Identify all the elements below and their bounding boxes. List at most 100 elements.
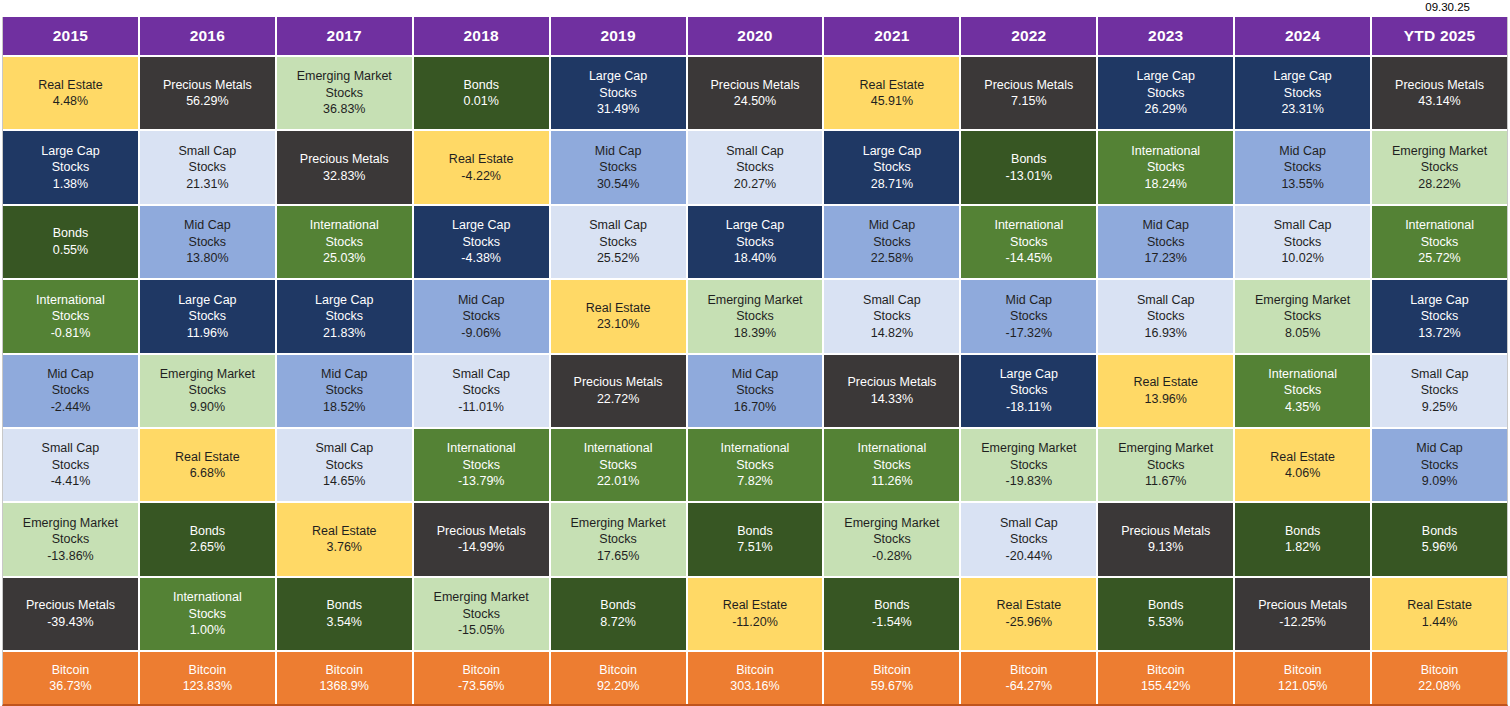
asset-return-value: -39.43%	[47, 614, 94, 631]
asset-return-value: -13.01%	[1006, 168, 1053, 185]
asset-return-value: 13.96%	[1145, 391, 1187, 408]
asset-label: Large Cap Stocks	[1000, 366, 1058, 399]
asset-return-value: -19.83%	[1006, 473, 1053, 490]
asset-cell: Mid Cap Stocks-2.44%	[3, 355, 138, 427]
asset-cell: Large Cap Stocks28.71%	[824, 131, 959, 203]
year-header: 2018	[414, 17, 549, 55]
asset-return-value: 303.16%	[730, 678, 779, 695]
asset-cell: Bonds5.96%	[1372, 503, 1507, 575]
asset-cell: Large Cap Stocks18.40%	[688, 206, 823, 278]
asset-cell: Bonds-1.54%	[824, 578, 959, 650]
asset-cell: Real Estate23.10%	[551, 280, 686, 352]
asset-cell: Bonds5.53%	[1098, 578, 1233, 650]
asset-return-value: 9.25%	[1422, 399, 1457, 416]
asset-return-value: 4.35%	[1285, 399, 1320, 416]
bitcoin-cell: Bitcoin303.16%	[688, 652, 823, 704]
year-header: 2017	[277, 17, 412, 55]
asset-return-value: 9.13%	[1148, 539, 1183, 556]
asset-label: Precious Metals	[300, 151, 389, 168]
asset-label: Mid Cap Stocks	[184, 217, 231, 250]
asset-return-value: -14.45%	[1006, 250, 1053, 267]
asset-label: International Stocks	[1268, 366, 1337, 399]
asset-cell: Real Estate1.44%	[1372, 578, 1507, 650]
asset-cell: Emerging Market Stocks18.39%	[688, 280, 823, 352]
asset-return-value: 9.09%	[1422, 473, 1457, 490]
asset-label: International Stocks	[173, 589, 242, 622]
asset-cell: Large Cap Stocks-4.38%	[414, 206, 549, 278]
asset-label: Emerging Market Stocks	[707, 292, 802, 325]
as-of-date: 09.30.25	[1425, 1, 1470, 13]
asset-cell: Small Cap Stocks9.25%	[1372, 355, 1507, 427]
asset-cell: Precious Metals32.83%	[277, 131, 412, 203]
asset-return-value: 16.93%	[1145, 325, 1187, 342]
asset-return-value: -4.22%	[461, 168, 501, 185]
asset-return-value: 45.91%	[871, 93, 913, 110]
asset-cell: Small Cap Stocks16.93%	[1098, 280, 1233, 352]
asset-label: Real Estate	[723, 597, 788, 614]
asset-label: Emerging Market Stocks	[844, 515, 939, 548]
asset-cell: Mid Cap Stocks13.80%	[140, 206, 275, 278]
asset-return-value: 3.54%	[327, 614, 362, 631]
asset-label: Bonds	[190, 523, 225, 540]
asset-label: Real Estate	[586, 300, 651, 317]
asset-return-value: -15.05%	[458, 622, 505, 639]
asset-return-value: 92.20%	[597, 678, 639, 695]
asset-label: Real Estate	[1270, 449, 1335, 466]
year-header: 2022	[961, 17, 1096, 55]
asset-cell: Mid Cap Stocks9.09%	[1372, 429, 1507, 501]
asset-return-value: -0.81%	[51, 325, 91, 342]
asset-return-value: 11.96%	[187, 325, 228, 342]
asset-return-value: 1.44%	[1422, 614, 1457, 631]
asset-cell: Small Cap Stocks-20.44%	[961, 503, 1096, 575]
asset-label: Bonds	[327, 597, 362, 614]
asset-cell: Precious Metals-12.25%	[1235, 578, 1370, 650]
asset-cell: Small Cap Stocks14.82%	[824, 280, 959, 352]
asset-label: Bonds	[1285, 523, 1320, 540]
asset-return-value: 4.06%	[1285, 465, 1320, 482]
asset-return-value: -18.11%	[1006, 399, 1052, 416]
asset-cell: Precious Metals7.15%	[961, 57, 1096, 129]
asset-cell: Small Cap Stocks-4.41%	[3, 429, 138, 501]
asset-cell: Precious Metals43.14%	[1372, 57, 1507, 129]
asset-label: Small Cap Stocks	[1274, 217, 1332, 250]
asset-label: Emerging Market Stocks	[23, 515, 118, 548]
asset-cell: Precious Metals-39.43%	[3, 578, 138, 650]
asset-return-value: 24.50%	[734, 93, 776, 110]
asset-return-value: -9.06%	[461, 325, 501, 342]
asset-cell: Bonds0.55%	[3, 206, 138, 278]
asset-label: Large Cap Stocks	[315, 292, 373, 325]
asset-cell: Real Estate4.48%	[3, 57, 138, 129]
asset-label: Mid Cap Stocks	[732, 366, 779, 399]
asset-cell: Mid Cap Stocks22.58%	[824, 206, 959, 278]
asset-label: International Stocks	[1405, 217, 1474, 250]
asset-label: Real Estate	[175, 449, 240, 466]
asset-return-value: 18.39%	[734, 325, 776, 342]
asset-return-value: 31.49%	[597, 101, 639, 118]
year-header: 2021	[824, 17, 959, 55]
asset-label: Small Cap Stocks	[1137, 292, 1195, 325]
asset-label: Mid Cap Stocks	[869, 217, 916, 250]
asset-return-value: -17.32%	[1006, 325, 1053, 342]
asset-label: International Stocks	[447, 440, 516, 473]
bitcoin-cell: Bitcoin36.73%	[3, 652, 138, 704]
asset-cell: Mid Cap Stocks13.55%	[1235, 131, 1370, 203]
asset-return-value: -64.27%	[1006, 678, 1053, 695]
asset-cell: Emerging Market Stocks28.22%	[1372, 131, 1507, 203]
asset-return-value: 1.82%	[1285, 539, 1320, 556]
asset-label: International Stocks	[858, 440, 927, 473]
asset-label: Bonds	[737, 523, 772, 540]
asset-return-value: 22.01%	[597, 473, 639, 490]
asset-return-value: 14.33%	[871, 391, 913, 408]
bitcoin-cell: Bitcoin-73.56%	[414, 652, 549, 704]
asset-cell: Mid Cap Stocks-9.06%	[414, 280, 549, 352]
asset-return-value: 1.00%	[190, 622, 225, 639]
asset-label: Large Cap Stocks	[1137, 68, 1195, 101]
asset-label: Large Cap Stocks	[726, 217, 784, 250]
asset-label: Emerging Market Stocks	[1392, 143, 1487, 176]
asset-label: Bitcoin	[1284, 662, 1322, 679]
asset-cell: Bonds7.51%	[688, 503, 823, 575]
asset-label: Real Estate	[1407, 597, 1472, 614]
asset-label: Small Cap Stocks	[1411, 366, 1469, 399]
asset-cell: Emerging Market Stocks11.67%	[1098, 429, 1233, 501]
asset-cell: Small Cap Stocks25.52%	[551, 206, 686, 278]
